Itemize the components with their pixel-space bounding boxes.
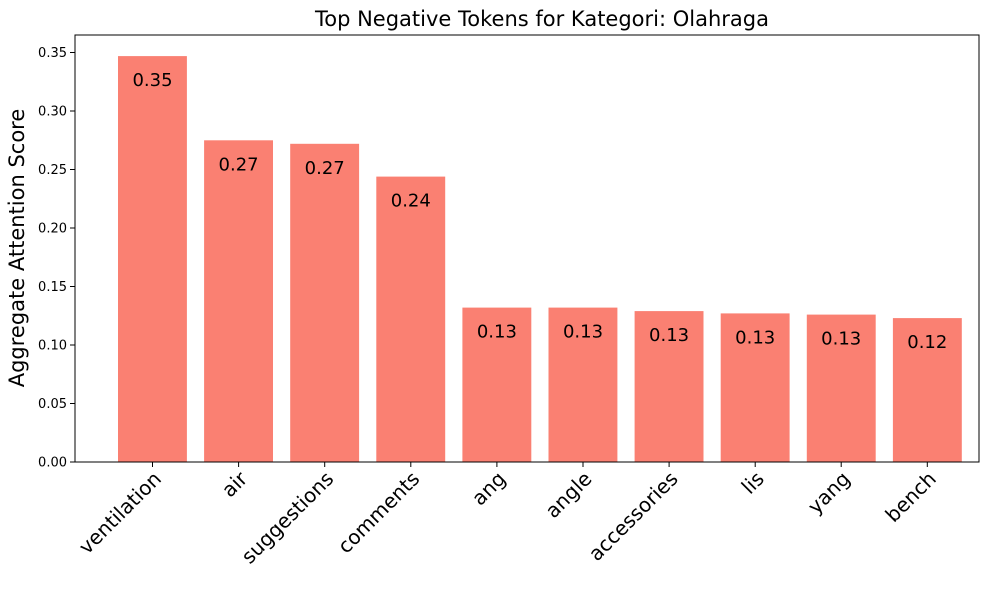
bar-value-label: 0.13 <box>821 329 861 350</box>
bar-value-label: 0.13 <box>649 325 689 346</box>
bars-group <box>118 56 962 463</box>
y-tick-label: 0.25 <box>38 163 67 178</box>
bar-labels-group: 0.35 0.27 0.27 0.24 0.13 0.13 0.13 0.13 0.13 0.12 <box>132 70 947 353</box>
bar-suggestions <box>290 143 360 463</box>
x-tick-label: angle <box>540 467 596 523</box>
x-tick-label: lis <box>737 467 769 499</box>
bar-value-label: 0.24 <box>391 191 431 212</box>
x-tick-label: air <box>217 466 253 502</box>
bar-yang <box>806 314 876 462</box>
x-tick-label: comments <box>333 467 425 559</box>
bar-angle <box>548 307 618 462</box>
bar-comments <box>376 176 446 462</box>
x-tick-label: accessories <box>584 467 683 566</box>
plot-frame <box>74 34 980 463</box>
y-tick-label: 0.15 <box>38 280 67 295</box>
chart-title: Top Negative Tokens for Kategori: Olahra… <box>314 7 769 31</box>
bar-ventilation <box>118 56 187 462</box>
y-tick-label: 0.30 <box>38 105 67 120</box>
y-tick-label: 0.10 <box>38 339 67 354</box>
x-tick-label: ang <box>467 467 511 511</box>
x-tick-label: suggestions <box>236 467 338 569</box>
y-axis-ticks: 0.00 0.05 0.10 0.15 0.20 0.25 0.30 0.35 <box>38 46 75 471</box>
bar-value-label: 0.13 <box>563 322 603 343</box>
bar-air <box>204 140 273 463</box>
bar-bench <box>892 318 962 462</box>
x-tick-label: ventilation <box>74 467 166 559</box>
y-tick-label: 0.20 <box>38 222 67 237</box>
bar-lis <box>720 313 790 462</box>
bar-value-label: 0.35 <box>132 70 172 91</box>
x-tick-label: yang <box>803 467 855 519</box>
y-tick-label: 0.35 <box>38 46 67 61</box>
bar-value-label: 0.13 <box>477 322 517 343</box>
bar-value-label: 0.12 <box>907 332 947 353</box>
y-tick-label: 0.05 <box>38 397 67 412</box>
x-tick-label: bench <box>880 467 940 527</box>
bar-accessories <box>634 311 704 462</box>
bar-value-label: 0.27 <box>305 158 345 179</box>
y-axis-label: Aggregate Attention Score <box>5 109 29 388</box>
bar-value-label: 0.27 <box>219 154 259 175</box>
bar-value-label: 0.13 <box>735 327 775 348</box>
y-tick-label: 0.00 <box>38 456 67 471</box>
bar-ang <box>462 307 532 462</box>
